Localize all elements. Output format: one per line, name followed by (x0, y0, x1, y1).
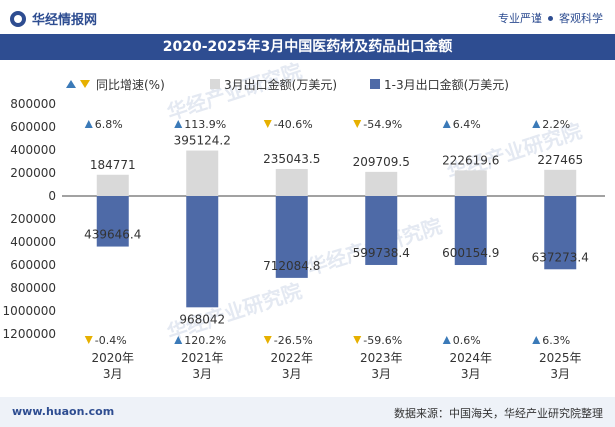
bar-chart: 华经产业研究院华经产业研究院华经产业研究院华经产业研究院同比增速(%)3月出口金… (3, 60, 605, 381)
footer-website-link[interactable]: www.huaon.com (12, 405, 115, 418)
y-tick-label: 200000 (10, 166, 56, 180)
legend-up-triangle-icon (66, 80, 76, 88)
monthly-value-label: 395124.2 (174, 134, 231, 148)
monthly-growth-label: -40.6% (274, 118, 313, 131)
chart-title: 2020-2025年3月中国医药材及药品出口金额 (0, 34, 615, 60)
y-tick-label: 1200000 (3, 327, 56, 341)
y-tick-label: 1000000 (3, 304, 56, 318)
cumulative-bar (96, 196, 129, 247)
header-tags: 专业严谨 客观科学 (498, 10, 603, 26)
cumulative-growth-down-triangle-icon (353, 336, 362, 344)
tag-separator-dot (548, 15, 553, 21)
monthly-growth-label: -54.9% (363, 118, 402, 131)
tag-professional: 专业严谨 (498, 12, 542, 25)
footer-source: 数据来源：中国海关，华经产业研究院整理 (394, 407, 603, 420)
cumulative-value-label: 599738.4 (353, 246, 410, 260)
x-tick-label: 2023年 (360, 351, 403, 365)
y-tick-label: 200000 (10, 212, 56, 226)
monthly-growth-up-triangle-icon (174, 120, 183, 128)
cumulative-growth-down-triangle-icon (84, 336, 93, 344)
cumulative-value-label: 712084.8 (263, 259, 320, 273)
cumulative-bar (454, 196, 487, 266)
monthly-growth-label: 6.8% (95, 118, 123, 131)
x-tick-label: 2021年 (181, 351, 224, 365)
monthly-bar (96, 174, 129, 196)
monthly-value-label: 222619.6 (442, 153, 499, 167)
x-tick-label: 3月 (192, 367, 212, 381)
cumulative-bar (275, 196, 308, 278)
footer-bar: www.huaon.com 数据来源：中国海关，华经产业研究院整理 (0, 397, 615, 427)
monthly-growth-label: 2.2% (542, 118, 570, 131)
monthly-bar (365, 171, 398, 196)
y-tick-label: 800000 (10, 97, 56, 111)
monthly-growth-up-triangle-icon (442, 120, 451, 128)
y-tick-label: 600000 (10, 258, 56, 272)
legend-swatch-cumulative (370, 79, 380, 89)
cumulative-growth-label: -59.6% (363, 334, 402, 347)
monthly-value-label: 235043.5 (263, 152, 320, 166)
cumulative-growth-label: 6.3% (542, 334, 570, 347)
cumulative-growth-label: 0.6% (453, 334, 481, 347)
site-logo[interactable]: 华经情报网 (10, 9, 97, 28)
x-tick-label: 3月 (461, 367, 481, 381)
monthly-bar (186, 150, 219, 196)
monthly-bar (275, 168, 308, 196)
monthly-value-label: 227465 (537, 153, 583, 167)
logo-circle-icon (10, 10, 26, 27)
legend-label-growth: 同比增速(%) (96, 78, 165, 92)
y-tick-label: 400000 (10, 143, 56, 157)
x-tick-label: 2020年 (91, 351, 134, 365)
monthly-growth-up-triangle-icon (532, 120, 541, 128)
monthly-value-label: 209709.5 (353, 155, 410, 169)
monthly-bar (454, 170, 487, 196)
cumulative-bar (365, 196, 398, 265)
legend-swatch-monthly (210, 79, 220, 89)
cumulative-value-label: 968042 (179, 312, 225, 326)
cumulative-value-label: 439646.4 (84, 228, 141, 242)
watermark-text: 华经产业研究院 (164, 60, 305, 125)
x-tick-label: 2025年 (539, 351, 582, 365)
monthly-growth-label: 113.9% (184, 118, 226, 131)
monthly-growth-label: 6.4% (453, 118, 481, 131)
cumulative-value-label: 637273.4 (532, 250, 589, 264)
cumulative-growth-label: 120.2% (184, 334, 226, 347)
x-tick-label: 2024年 (449, 351, 492, 365)
y-tick-label: 600000 (10, 120, 56, 134)
y-tick-label: 400000 (10, 235, 56, 249)
monthly-bar (544, 169, 577, 196)
monthly-value-label: 184771 (90, 158, 136, 172)
y-tick-label: 800000 (10, 281, 56, 295)
legend-down-triangle-icon (80, 80, 90, 88)
legend-label-monthly: 3月出口金额(万美元) (224, 77, 337, 92)
cumulative-growth-up-triangle-icon (532, 336, 541, 344)
top-bar: 华经情报网 专业严谨 客观科学 (0, 0, 615, 34)
cumulative-growth-label: -0.4% (95, 334, 127, 347)
cumulative-growth-label: -26.5% (274, 334, 313, 347)
monthly-growth-up-triangle-icon (84, 120, 93, 128)
x-tick-label: 3月 (282, 367, 302, 381)
site-name: 华经情报网 (32, 13, 98, 28)
tag-objective: 客观科学 (559, 12, 603, 25)
legend-label-cumulative: 1-3月出口金额(万美元) (384, 77, 509, 92)
cumulative-growth-up-triangle-icon (442, 336, 451, 344)
x-tick-label: 3月 (103, 367, 123, 381)
cumulative-value-label: 600154.9 (442, 246, 499, 260)
cumulative-bar (186, 196, 219, 308)
x-tick-label: 3月 (371, 367, 391, 381)
cumulative-growth-up-triangle-icon (174, 336, 183, 344)
x-tick-label: 2022年 (270, 351, 313, 365)
cumulative-bar (544, 196, 577, 270)
monthly-growth-down-triangle-icon (263, 120, 272, 128)
cumulative-growth-down-triangle-icon (263, 336, 272, 344)
y-tick-label: 0 (48, 189, 56, 203)
x-tick-label: 3月 (550, 367, 570, 381)
monthly-growth-down-triangle-icon (353, 120, 362, 128)
